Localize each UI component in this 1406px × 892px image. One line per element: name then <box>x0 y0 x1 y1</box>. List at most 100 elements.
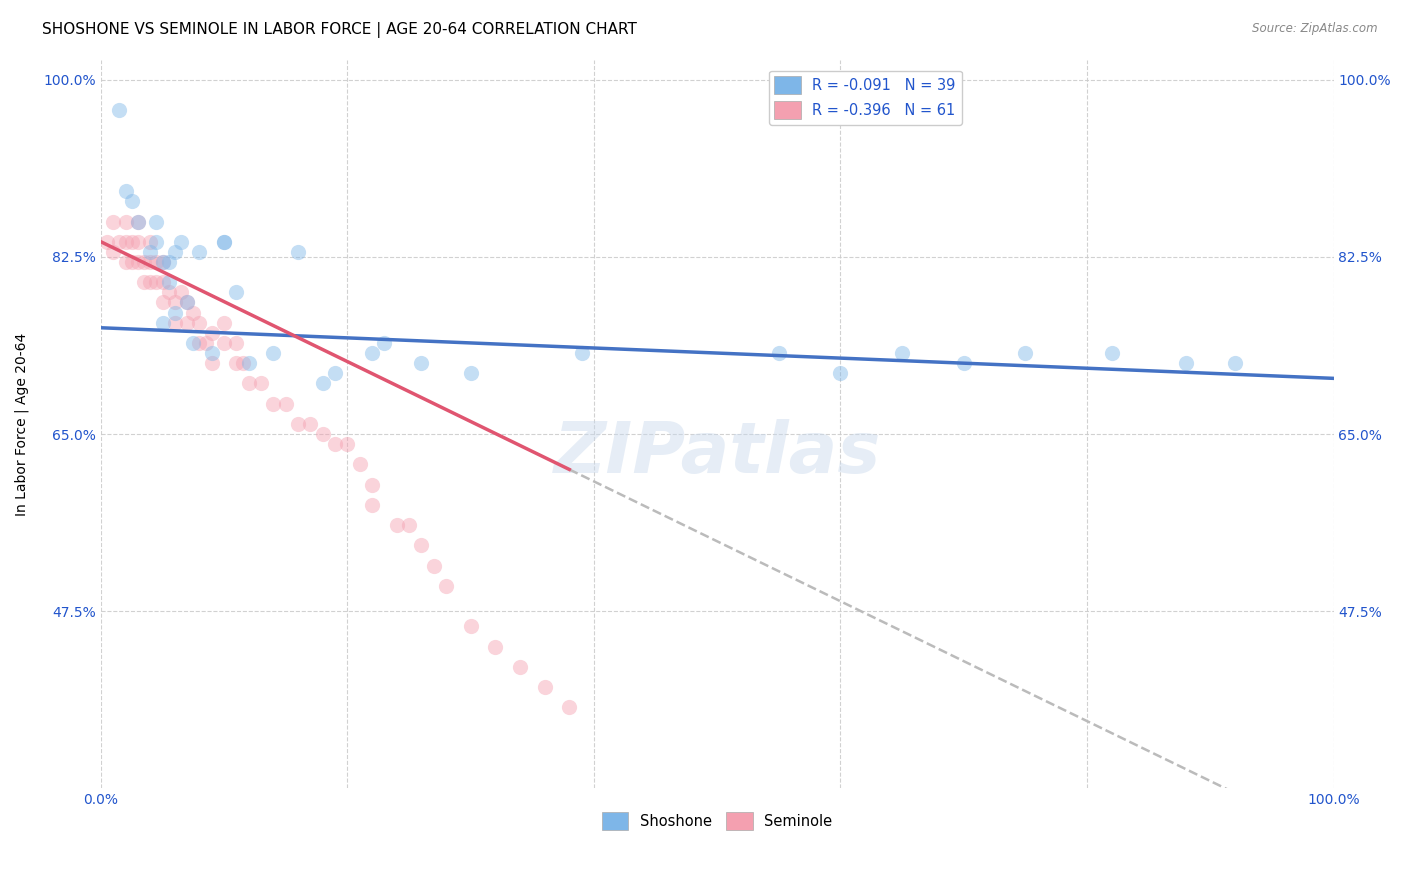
Point <box>336 437 359 451</box>
Point <box>127 214 149 228</box>
Point <box>145 275 167 289</box>
Point <box>212 335 235 350</box>
Point <box>145 255 167 269</box>
Point <box>434 579 457 593</box>
Point <box>114 235 136 249</box>
Point <box>460 619 482 633</box>
Point <box>1223 356 1246 370</box>
Point <box>411 538 433 552</box>
Point <box>96 235 118 249</box>
Point <box>170 285 193 300</box>
Point <box>1101 346 1123 360</box>
Point <box>108 103 131 118</box>
Point <box>139 275 162 289</box>
Point <box>188 335 211 350</box>
Point <box>132 255 155 269</box>
Point <box>952 356 974 370</box>
Point <box>571 346 593 360</box>
Point <box>121 194 143 209</box>
Point <box>238 376 260 391</box>
Point <box>287 244 309 259</box>
Text: ZIPatlas: ZIPatlas <box>554 418 882 488</box>
Point <box>139 255 162 269</box>
Point <box>108 235 131 249</box>
Point <box>188 316 211 330</box>
Point <box>157 275 180 289</box>
Point <box>250 376 273 391</box>
Point <box>201 326 224 340</box>
Point <box>176 316 198 330</box>
Point <box>103 244 125 259</box>
Point <box>176 295 198 310</box>
Point <box>830 366 852 380</box>
Point <box>201 346 224 360</box>
Point <box>163 316 186 330</box>
Point <box>152 316 174 330</box>
Point <box>103 214 125 228</box>
Point <box>262 346 284 360</box>
Point <box>287 417 309 431</box>
Point <box>398 518 420 533</box>
Point <box>460 366 482 380</box>
Point <box>194 335 217 350</box>
Point <box>262 397 284 411</box>
Point <box>114 255 136 269</box>
Point <box>121 235 143 249</box>
Point <box>163 295 186 310</box>
Point <box>299 417 322 431</box>
Point <box>127 235 149 249</box>
Point <box>152 295 174 310</box>
Point <box>157 255 180 269</box>
Point <box>152 275 174 289</box>
Point <box>139 235 162 249</box>
Point <box>323 366 346 380</box>
Point <box>509 659 531 673</box>
Point <box>176 295 198 310</box>
Point <box>232 356 254 370</box>
Point <box>163 305 186 319</box>
Point <box>181 335 204 350</box>
Point <box>385 518 408 533</box>
Point <box>484 640 506 654</box>
Point <box>422 558 444 573</box>
Point <box>323 437 346 451</box>
Point <box>212 235 235 249</box>
Point <box>139 244 162 259</box>
Y-axis label: In Labor Force | Age 20-64: In Labor Force | Age 20-64 <box>15 332 30 516</box>
Point <box>212 316 235 330</box>
Point <box>361 477 384 491</box>
Point <box>312 376 335 391</box>
Point <box>238 356 260 370</box>
Point <box>145 214 167 228</box>
Point <box>121 255 143 269</box>
Point <box>533 680 555 694</box>
Point <box>152 255 174 269</box>
Point <box>768 346 790 360</box>
Point <box>152 255 174 269</box>
Point <box>373 335 395 350</box>
Point <box>274 397 297 411</box>
Point <box>558 700 581 714</box>
Point <box>212 235 235 249</box>
Legend: Shoshone, Seminole: Shoshone, Seminole <box>596 806 838 836</box>
Point <box>127 255 149 269</box>
Point <box>349 458 371 472</box>
Point <box>163 244 186 259</box>
Point <box>132 275 155 289</box>
Point <box>361 498 384 512</box>
Point <box>225 356 247 370</box>
Text: SHOSHONE VS SEMINOLE IN LABOR FORCE | AGE 20-64 CORRELATION CHART: SHOSHONE VS SEMINOLE IN LABOR FORCE | AG… <box>42 22 637 38</box>
Text: Source: ZipAtlas.com: Source: ZipAtlas.com <box>1253 22 1378 36</box>
Point <box>1014 346 1036 360</box>
Point <box>114 214 136 228</box>
Point <box>361 346 384 360</box>
Point <box>114 184 136 198</box>
Point <box>127 214 149 228</box>
Point <box>225 335 247 350</box>
Point <box>891 346 914 360</box>
Point <box>411 356 433 370</box>
Point <box>188 244 211 259</box>
Point <box>225 285 247 300</box>
Point <box>145 235 167 249</box>
Point <box>157 285 180 300</box>
